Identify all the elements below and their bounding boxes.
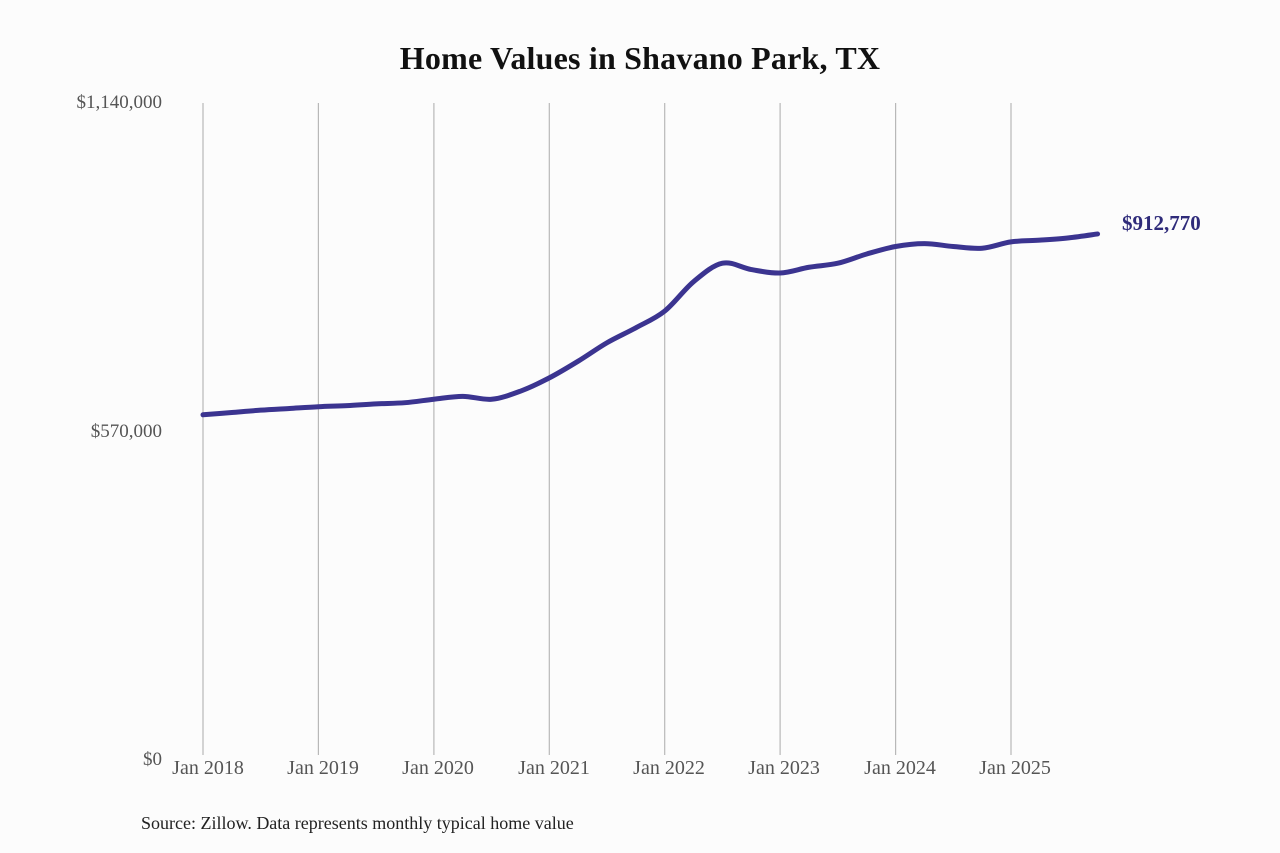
x-axis-tick-label-5: Jan 2023: [748, 757, 820, 779]
x-gridlines: [202, 103, 1012, 755]
x-axis-tick-label-4: Jan 2022: [633, 757, 705, 779]
x-axis-tick-label-3: Jan 2021: [518, 757, 590, 779]
x-axis-tick-label-2: Jan 2020: [402, 757, 474, 779]
y-axis-tick-label-bottom: $0: [143, 749, 162, 770]
x-axis-tick-label-0: Jan 2018: [172, 757, 244, 779]
data-series-line: [200, 231, 1101, 418]
y-axis-tick-label-top: $1,140,000: [76, 92, 163, 113]
x-axis-tick-label-6: Jan 2024: [864, 757, 936, 779]
source-note: Source: Zillow. Data represents monthly …: [141, 813, 574, 833]
x-axis-tick-label-1: Jan 2019: [287, 757, 359, 779]
end-value-label: $912,770: [1122, 211, 1201, 235]
chart-title: Home Values in Shavano Park, TX: [399, 40, 881, 76]
y-axis-tick-label-mid: $570,000: [90, 421, 162, 442]
x-axis-tick-label-7: Jan 2025: [979, 757, 1051, 779]
